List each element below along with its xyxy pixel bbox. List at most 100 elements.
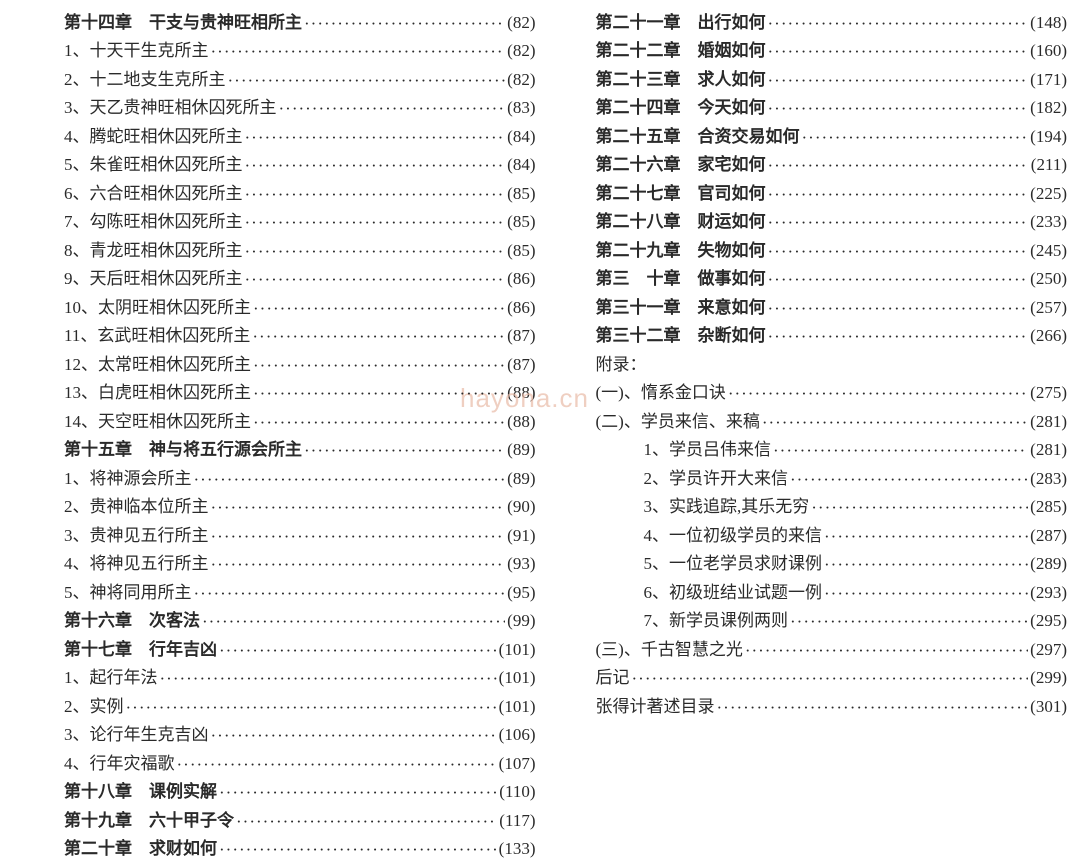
toc-page-number: (148)	[1030, 10, 1067, 36]
toc-row: 4、行年灾福歌(107)	[64, 751, 536, 777]
toc-label: 第二十章 求财如何	[64, 836, 217, 862]
toc-page-number: (133)	[499, 836, 536, 862]
toc-page-number: (84)	[507, 124, 535, 150]
toc-page-number: (182)	[1030, 95, 1067, 121]
toc-leader	[194, 467, 506, 484]
toc-leader	[768, 296, 1029, 313]
toc-label: 1、学员吕伟来信	[596, 437, 772, 463]
toc-page-number: (110)	[499, 779, 535, 805]
toc-leader	[824, 524, 1028, 541]
toc-row: 第二十三章 求人如何(171)	[596, 67, 1068, 93]
toc-page-number: (171)	[1030, 67, 1067, 93]
toc-row: 2、实例(101)	[64, 694, 536, 720]
toc-page-number: (88)	[507, 409, 535, 435]
toc-leader	[745, 638, 1028, 655]
toc-page-number: (297)	[1030, 637, 1067, 663]
toc-page-number: (85)	[507, 181, 535, 207]
toc-page-number: (91)	[507, 523, 535, 549]
toc-row: 1、起行年法(101)	[64, 665, 536, 691]
toc-page-number: (281)	[1030, 437, 1067, 463]
toc-label: 6、初级班结业试题一例	[596, 580, 823, 606]
toc-page-number: (194)	[1030, 124, 1067, 150]
toc-leader	[802, 125, 1029, 142]
toc-label: 第十六章 次客法	[64, 608, 200, 634]
toc-row: 4、腾蛇旺相休囚死所主(84)	[64, 124, 536, 150]
toc-leader	[768, 324, 1029, 341]
toc-label: 后记	[596, 665, 630, 691]
toc-page-number: (299)	[1030, 665, 1067, 691]
toc-leader	[253, 381, 505, 398]
toc-label: 11、玄武旺相休囚死所主	[64, 323, 250, 349]
toc-label: (一)、惰系金口诀	[596, 380, 726, 406]
toc-label: 第二十二章 婚姻如何	[596, 38, 766, 64]
toc-row: 第十四章 干支与贵神旺相所主(82)	[64, 10, 536, 36]
toc-leader	[728, 381, 1028, 398]
toc-row: 8、青龙旺相休囚死所主(85)	[64, 238, 536, 264]
toc-leader	[304, 438, 505, 455]
left-column: 第十四章 干支与贵神旺相所主(82)1、十天干生克所主 (82)2、十二地支生克所…	[4, 8, 556, 773]
toc-leader	[253, 296, 505, 313]
toc-label: 第十七章 行年吉凶	[64, 637, 217, 663]
toc-leader	[717, 695, 1029, 712]
toc-row: 2、学员许开大来信(283)	[596, 466, 1068, 492]
toc-page-number: (82)	[507, 67, 535, 93]
toc-leader	[194, 581, 506, 598]
toc-page-number: (233)	[1030, 209, 1067, 235]
toc-row: 附录：	[596, 352, 1068, 378]
toc-label: 第二十九章 失物如何	[596, 238, 766, 264]
toc-page-number: (88)	[507, 380, 535, 406]
toc-page-number: (250)	[1030, 266, 1067, 292]
toc-leader	[768, 39, 1029, 56]
toc-leader	[790, 609, 1028, 626]
toc-page-number: (87)	[507, 352, 535, 378]
toc-label: 3、天乙贵神旺相休囚死所主	[64, 95, 277, 121]
toc-label: 7、勾陈旺相休囚死所主	[64, 209, 243, 235]
toc-page-number: (101)	[499, 694, 536, 720]
toc-row: 7、新学员课例两则(295)	[596, 608, 1068, 634]
toc-row: 第二十六章 家宅如何(211)	[596, 152, 1068, 178]
toc-label: 第十四章 干支与贵神旺相所主	[64, 10, 302, 36]
toc-page-number: (101)	[499, 637, 536, 663]
toc-row: 5、神将同用所主(95)	[64, 580, 536, 606]
toc-row: 3、贵神见五行所主(91)	[64, 523, 536, 549]
toc-row: 第二十四章 今天如何(182)	[596, 95, 1068, 121]
toc-label: 2、贵神临本位所主	[64, 494, 209, 520]
toc-row: 11、玄武旺相休囚死所主(87)	[64, 323, 536, 349]
toc-row: 第三十一章 来意如何(257)	[596, 295, 1068, 321]
toc-row: 第二十一章 出行如何(148)	[596, 10, 1068, 36]
toc-row: 第十八章 课例实解(110)	[64, 779, 536, 805]
toc-leader	[768, 68, 1029, 85]
toc-leader	[304, 11, 505, 28]
toc-row: 1、学员吕伟来信 (281)	[596, 437, 1068, 463]
toc-row: 13、白虎旺相休囚死所主(88)	[64, 380, 536, 406]
toc-page-number: (301)	[1030, 694, 1067, 720]
toc-row: 12、太常旺相休囚死所主(87)	[64, 352, 536, 378]
toc-page-number: (211)	[1031, 152, 1067, 178]
toc-row: 7、勾陈旺相休囚死所主 (85)	[64, 209, 536, 235]
toc-leader	[253, 410, 505, 427]
toc-label: 第二十七章 官司如何	[596, 181, 766, 207]
toc-page-number: (90)	[507, 494, 535, 520]
page-container: 第十四章 干支与贵神旺相所主(82)1、十天干生克所主 (82)2、十二地支生克所…	[0, 0, 1081, 781]
toc-page-number: (281)	[1030, 409, 1067, 435]
toc-label: 4、行年灾福歌	[64, 751, 175, 777]
toc-leader	[245, 267, 506, 284]
toc-leader	[177, 752, 497, 769]
toc-leader	[211, 552, 506, 569]
toc-row: 张得计著述目录(301)	[596, 694, 1068, 720]
toc-page-number: (289)	[1030, 551, 1067, 577]
toc-label: 4、一位初级学员的来信	[596, 523, 823, 549]
toc-row: 3、实践追踪,其乐无穷(285)	[596, 494, 1068, 520]
toc-label: 1、十天干生克所主	[64, 38, 209, 64]
toc-row: 2、十二地支生克所主(82)	[64, 67, 536, 93]
toc-row: (一)、惰系金口诀(275)	[596, 380, 1068, 406]
toc-leader	[236, 809, 497, 826]
toc-row: (二)、学员来信、来稿(281)	[596, 409, 1068, 435]
toc-page-number: (106)	[499, 722, 536, 748]
toc-label: 6、六合旺相休囚死所主	[64, 181, 243, 207]
toc-page-number: (85)	[507, 209, 535, 235]
toc-label: 第三 十章 做事如何	[596, 266, 766, 292]
toc-row: 第三十二章 杂断如何(266)	[596, 323, 1068, 349]
toc-page-number: (93)	[507, 551, 535, 577]
toc-row: 第二十章 求财如何 (133)	[64, 836, 536, 862]
